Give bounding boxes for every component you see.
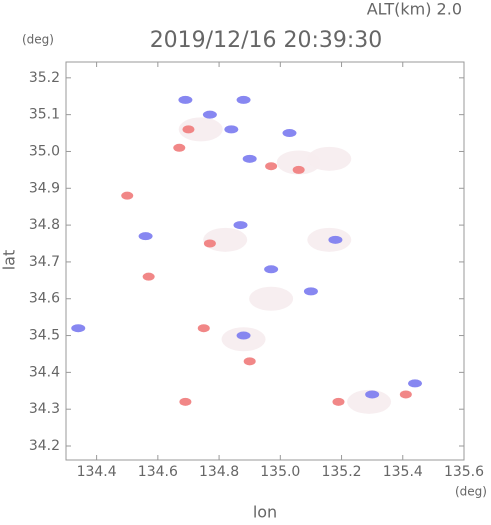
x-tick-label: 135.4 bbox=[383, 464, 423, 480]
echo-point bbox=[265, 162, 278, 171]
echo-point bbox=[264, 265, 279, 274]
echo-point bbox=[399, 390, 412, 399]
echo-point bbox=[347, 389, 392, 414]
echo-point bbox=[178, 95, 193, 104]
plot-frame bbox=[65, 61, 465, 461]
echo-point bbox=[236, 331, 251, 340]
echo-layer bbox=[71, 95, 423, 414]
echo-point bbox=[303, 287, 318, 296]
y-tick-label: 34.2 bbox=[29, 438, 60, 454]
x-tick-label: 135.2 bbox=[321, 464, 361, 480]
echo-point bbox=[408, 379, 423, 388]
echo-point bbox=[332, 397, 345, 406]
y-tick-label: 35.2 bbox=[29, 70, 60, 86]
x-tick-label: 134.4 bbox=[77, 464, 117, 480]
echo-point bbox=[178, 117, 223, 142]
echo-point bbox=[138, 232, 153, 241]
y-tick-label: 34.5 bbox=[29, 328, 60, 344]
x-tick-label: 135.6 bbox=[444, 464, 484, 480]
y-tick-label: 34.6 bbox=[29, 291, 60, 307]
echo-point bbox=[71, 324, 86, 333]
echo-point bbox=[328, 235, 343, 244]
echo-point bbox=[236, 95, 251, 104]
echo-point bbox=[282, 129, 297, 138]
echo-point bbox=[249, 286, 294, 311]
echo-point bbox=[243, 357, 256, 366]
echo-point bbox=[307, 146, 352, 171]
x-axis-label: lon bbox=[253, 503, 277, 522]
y-tick-label: 35.0 bbox=[29, 143, 60, 159]
echo-point bbox=[121, 191, 134, 200]
x-tick-label: 134.8 bbox=[199, 464, 239, 480]
echo-point bbox=[203, 239, 216, 248]
echo-point bbox=[292, 165, 305, 174]
y-tick-label: 34.8 bbox=[29, 217, 60, 233]
y-tick-label: 34.3 bbox=[29, 401, 60, 417]
altitude-label: ALT(km) 2.0 bbox=[367, 0, 462, 19]
echo-point bbox=[173, 143, 186, 152]
x-tick-label: 135.0 bbox=[260, 464, 300, 480]
echo-point bbox=[202, 110, 217, 119]
echo-point bbox=[182, 125, 195, 134]
echo-point bbox=[224, 125, 239, 134]
y-tick-label: 34.9 bbox=[29, 180, 60, 196]
y-unit: (deg) bbox=[22, 33, 54, 47]
echo-point bbox=[142, 272, 155, 281]
x-tick-label: 134.6 bbox=[138, 464, 178, 480]
echo-point bbox=[197, 324, 210, 333]
y-axis-label: lat bbox=[0, 250, 19, 271]
y-tick-label: 34.4 bbox=[29, 364, 60, 380]
echo-point bbox=[179, 397, 192, 406]
y-tick-label: 35.1 bbox=[29, 107, 60, 123]
chart-title: 2019/12/16 20:39:30 bbox=[150, 28, 383, 53]
echo-point bbox=[233, 221, 248, 230]
x-unit: (deg) bbox=[455, 485, 487, 499]
echo-point bbox=[242, 154, 257, 163]
y-tick-label: 34.7 bbox=[29, 254, 60, 270]
echo-point bbox=[365, 390, 380, 399]
